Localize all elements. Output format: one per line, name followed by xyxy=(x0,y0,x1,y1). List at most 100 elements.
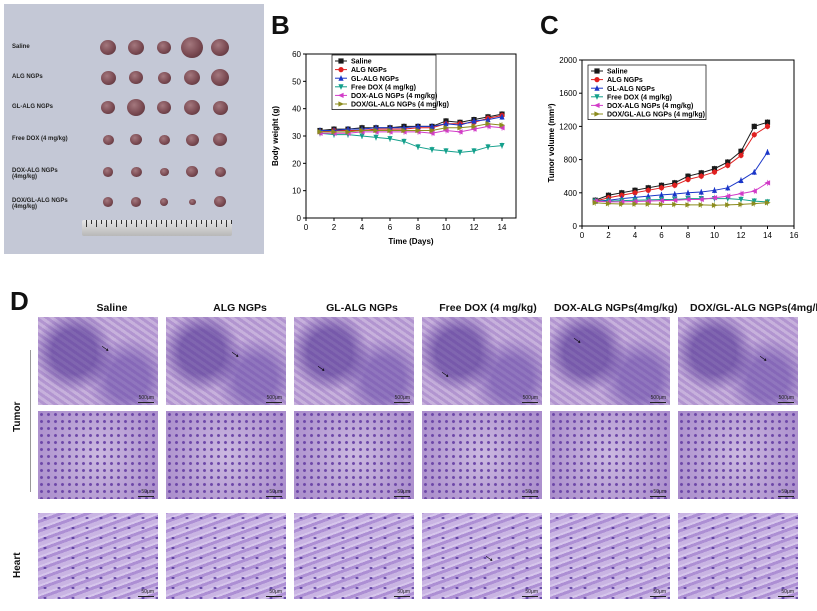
data-point xyxy=(764,180,771,186)
data-point xyxy=(338,101,345,107)
data-point xyxy=(471,117,477,124)
y-tick-label: 20 xyxy=(292,159,301,168)
scale-bar xyxy=(650,596,666,597)
data-point xyxy=(671,197,678,203)
scale-bar xyxy=(650,496,666,497)
scale-bar xyxy=(522,496,538,497)
data-point xyxy=(684,196,691,203)
arrow-icon: → xyxy=(436,362,457,383)
ruler-tick xyxy=(186,220,187,227)
data-point xyxy=(471,148,477,155)
data-point xyxy=(711,187,718,193)
scale-bar xyxy=(266,596,282,597)
ruler-tick xyxy=(216,220,217,227)
ruler-tick xyxy=(196,220,197,227)
legend-label: GL-ALG NGPs xyxy=(351,76,399,83)
x-tick-label: 12 xyxy=(470,223,479,232)
data-point xyxy=(443,120,449,127)
scale-bar xyxy=(778,596,794,597)
tumor-specimen xyxy=(184,70,200,86)
tumor-specimen xyxy=(131,197,141,207)
arrow-icon: → xyxy=(312,356,333,377)
histology-image: 500μm → xyxy=(38,317,158,405)
data-point xyxy=(485,116,491,123)
ruler-tick xyxy=(86,220,87,227)
ruler-tick xyxy=(191,220,192,224)
scale-bar-label: 50μm xyxy=(653,589,666,595)
histology-column-header: ALG NGPs xyxy=(213,302,267,314)
ruler-tick xyxy=(181,220,182,224)
data-point xyxy=(456,129,463,135)
scale-bar-label: 50μm xyxy=(781,589,794,595)
data-point xyxy=(359,133,365,140)
tumor-specimen xyxy=(130,134,142,146)
tumor-specimen xyxy=(181,37,203,58)
tumor-specimen xyxy=(214,166,226,177)
ruler-tick xyxy=(231,220,232,224)
histology-image: 50μm xyxy=(166,513,286,599)
scale-bar xyxy=(266,496,282,497)
ruler-tick xyxy=(161,220,162,224)
histology-column-header: DOX/GL-ALG NGPs(4mg/kg) xyxy=(690,302,817,314)
histology-image: 50μm xyxy=(294,411,414,499)
ruler-tick xyxy=(221,220,222,224)
data-point xyxy=(338,58,344,64)
data-point xyxy=(724,193,731,199)
data-point xyxy=(764,149,771,155)
histology-image: 50μm xyxy=(38,411,158,499)
data-point xyxy=(738,196,744,203)
tumor-group-label: Free DOX (4 mg/kg) xyxy=(12,136,68,142)
y-tick-label: 50 xyxy=(292,77,301,86)
data-point xyxy=(751,188,757,194)
histology-image: 50μm xyxy=(166,411,286,499)
data-point xyxy=(485,144,491,151)
data-point xyxy=(401,138,407,145)
data-point xyxy=(331,129,338,135)
tumor-specimen xyxy=(158,134,170,145)
y-tick-label: 1200 xyxy=(559,122,577,131)
row-divider xyxy=(30,350,31,492)
legend-label: DOX/GL-ALG NGPs (4 mg/kg) xyxy=(351,102,449,109)
tumor-specimen xyxy=(130,166,142,177)
data-point xyxy=(672,182,678,188)
histology-image: 500μm → xyxy=(294,317,414,405)
tumor-specimen xyxy=(100,70,116,85)
ruler-tick xyxy=(201,220,202,224)
x-tick-label: 10 xyxy=(710,231,719,240)
histology-image: 50μm xyxy=(294,513,414,599)
data-point xyxy=(594,85,600,91)
ruler-tick xyxy=(146,220,147,227)
tumor-specimen xyxy=(188,198,196,206)
ruler-tick xyxy=(226,220,227,227)
histology-column-header: DOX-ALG NGPs(4mg/kg) xyxy=(554,302,678,314)
data-point xyxy=(698,202,705,208)
scale-bar xyxy=(266,402,282,403)
tumor-specimen xyxy=(211,39,229,57)
data-point xyxy=(619,192,625,198)
x-tick-label: 12 xyxy=(737,231,746,240)
scale-bar xyxy=(778,496,794,497)
y-tick-label: 1600 xyxy=(559,89,577,98)
scale-bar-label: 50μm xyxy=(397,589,410,595)
ruler-tick xyxy=(101,220,102,224)
y-tick-label: 10 xyxy=(292,187,301,196)
data-point xyxy=(605,200,612,207)
ruler-tick xyxy=(91,220,92,224)
x-tick-label: 2 xyxy=(606,231,611,240)
panel-label-d: D xyxy=(10,286,29,316)
x-tick-label: 4 xyxy=(360,223,365,232)
tumor-specimen xyxy=(101,101,115,115)
x-tick-label: 16 xyxy=(790,231,799,240)
arrow-icon: → xyxy=(480,546,501,567)
data-point xyxy=(457,125,464,131)
x-tick-label: 0 xyxy=(304,223,309,232)
data-point xyxy=(711,166,718,172)
histology-image: 50μm xyxy=(678,513,798,599)
scale-bar-label: 50μm xyxy=(269,589,282,595)
legend-label: GL-ALG NGPs xyxy=(607,86,655,93)
data-point xyxy=(594,111,601,117)
x-tick-label: 0 xyxy=(580,231,585,240)
ruler-tick xyxy=(96,220,97,227)
data-point xyxy=(725,159,731,165)
data-point xyxy=(594,94,600,100)
